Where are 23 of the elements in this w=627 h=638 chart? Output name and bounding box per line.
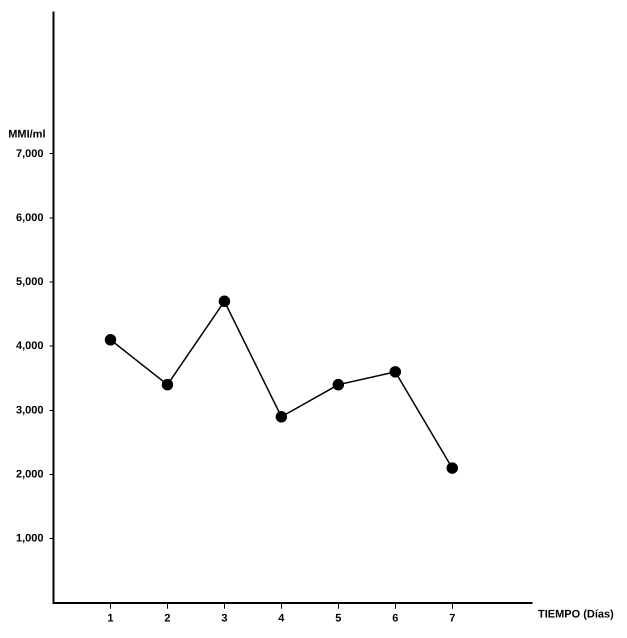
x-axis-title: TIEMPO (Días) <box>538 608 614 620</box>
point <box>218 296 230 308</box>
x-tick-label: 5 <box>335 612 342 624</box>
x-tick-label: 6 <box>392 612 398 624</box>
y-tick-label: 6,000 <box>16 212 44 224</box>
point <box>332 378 344 390</box>
x-tick-label: 3 <box>221 612 228 624</box>
y-tick-label: 3,000 <box>16 404 44 416</box>
x-tick-label: 4 <box>278 612 286 624</box>
x-tick-label: 1 <box>107 612 114 624</box>
x-tick-label: 2 <box>164 612 171 624</box>
y-axis-title: MMI/ml <box>8 128 46 140</box>
point <box>276 411 288 423</box>
y-tick-label: 4,000 <box>16 340 44 352</box>
y-tick-label: 2,000 <box>16 468 44 481</box>
y-tick-label: 7,000 <box>16 148 44 160</box>
point <box>104 334 116 346</box>
point <box>446 462 458 474</box>
point <box>162 378 174 390</box>
y-tick-label: 1,000 <box>16 532 44 545</box>
y-tick-label: 5,000 <box>16 276 44 288</box>
x-tick-label: 7 <box>449 612 456 624</box>
point <box>390 366 402 378</box>
